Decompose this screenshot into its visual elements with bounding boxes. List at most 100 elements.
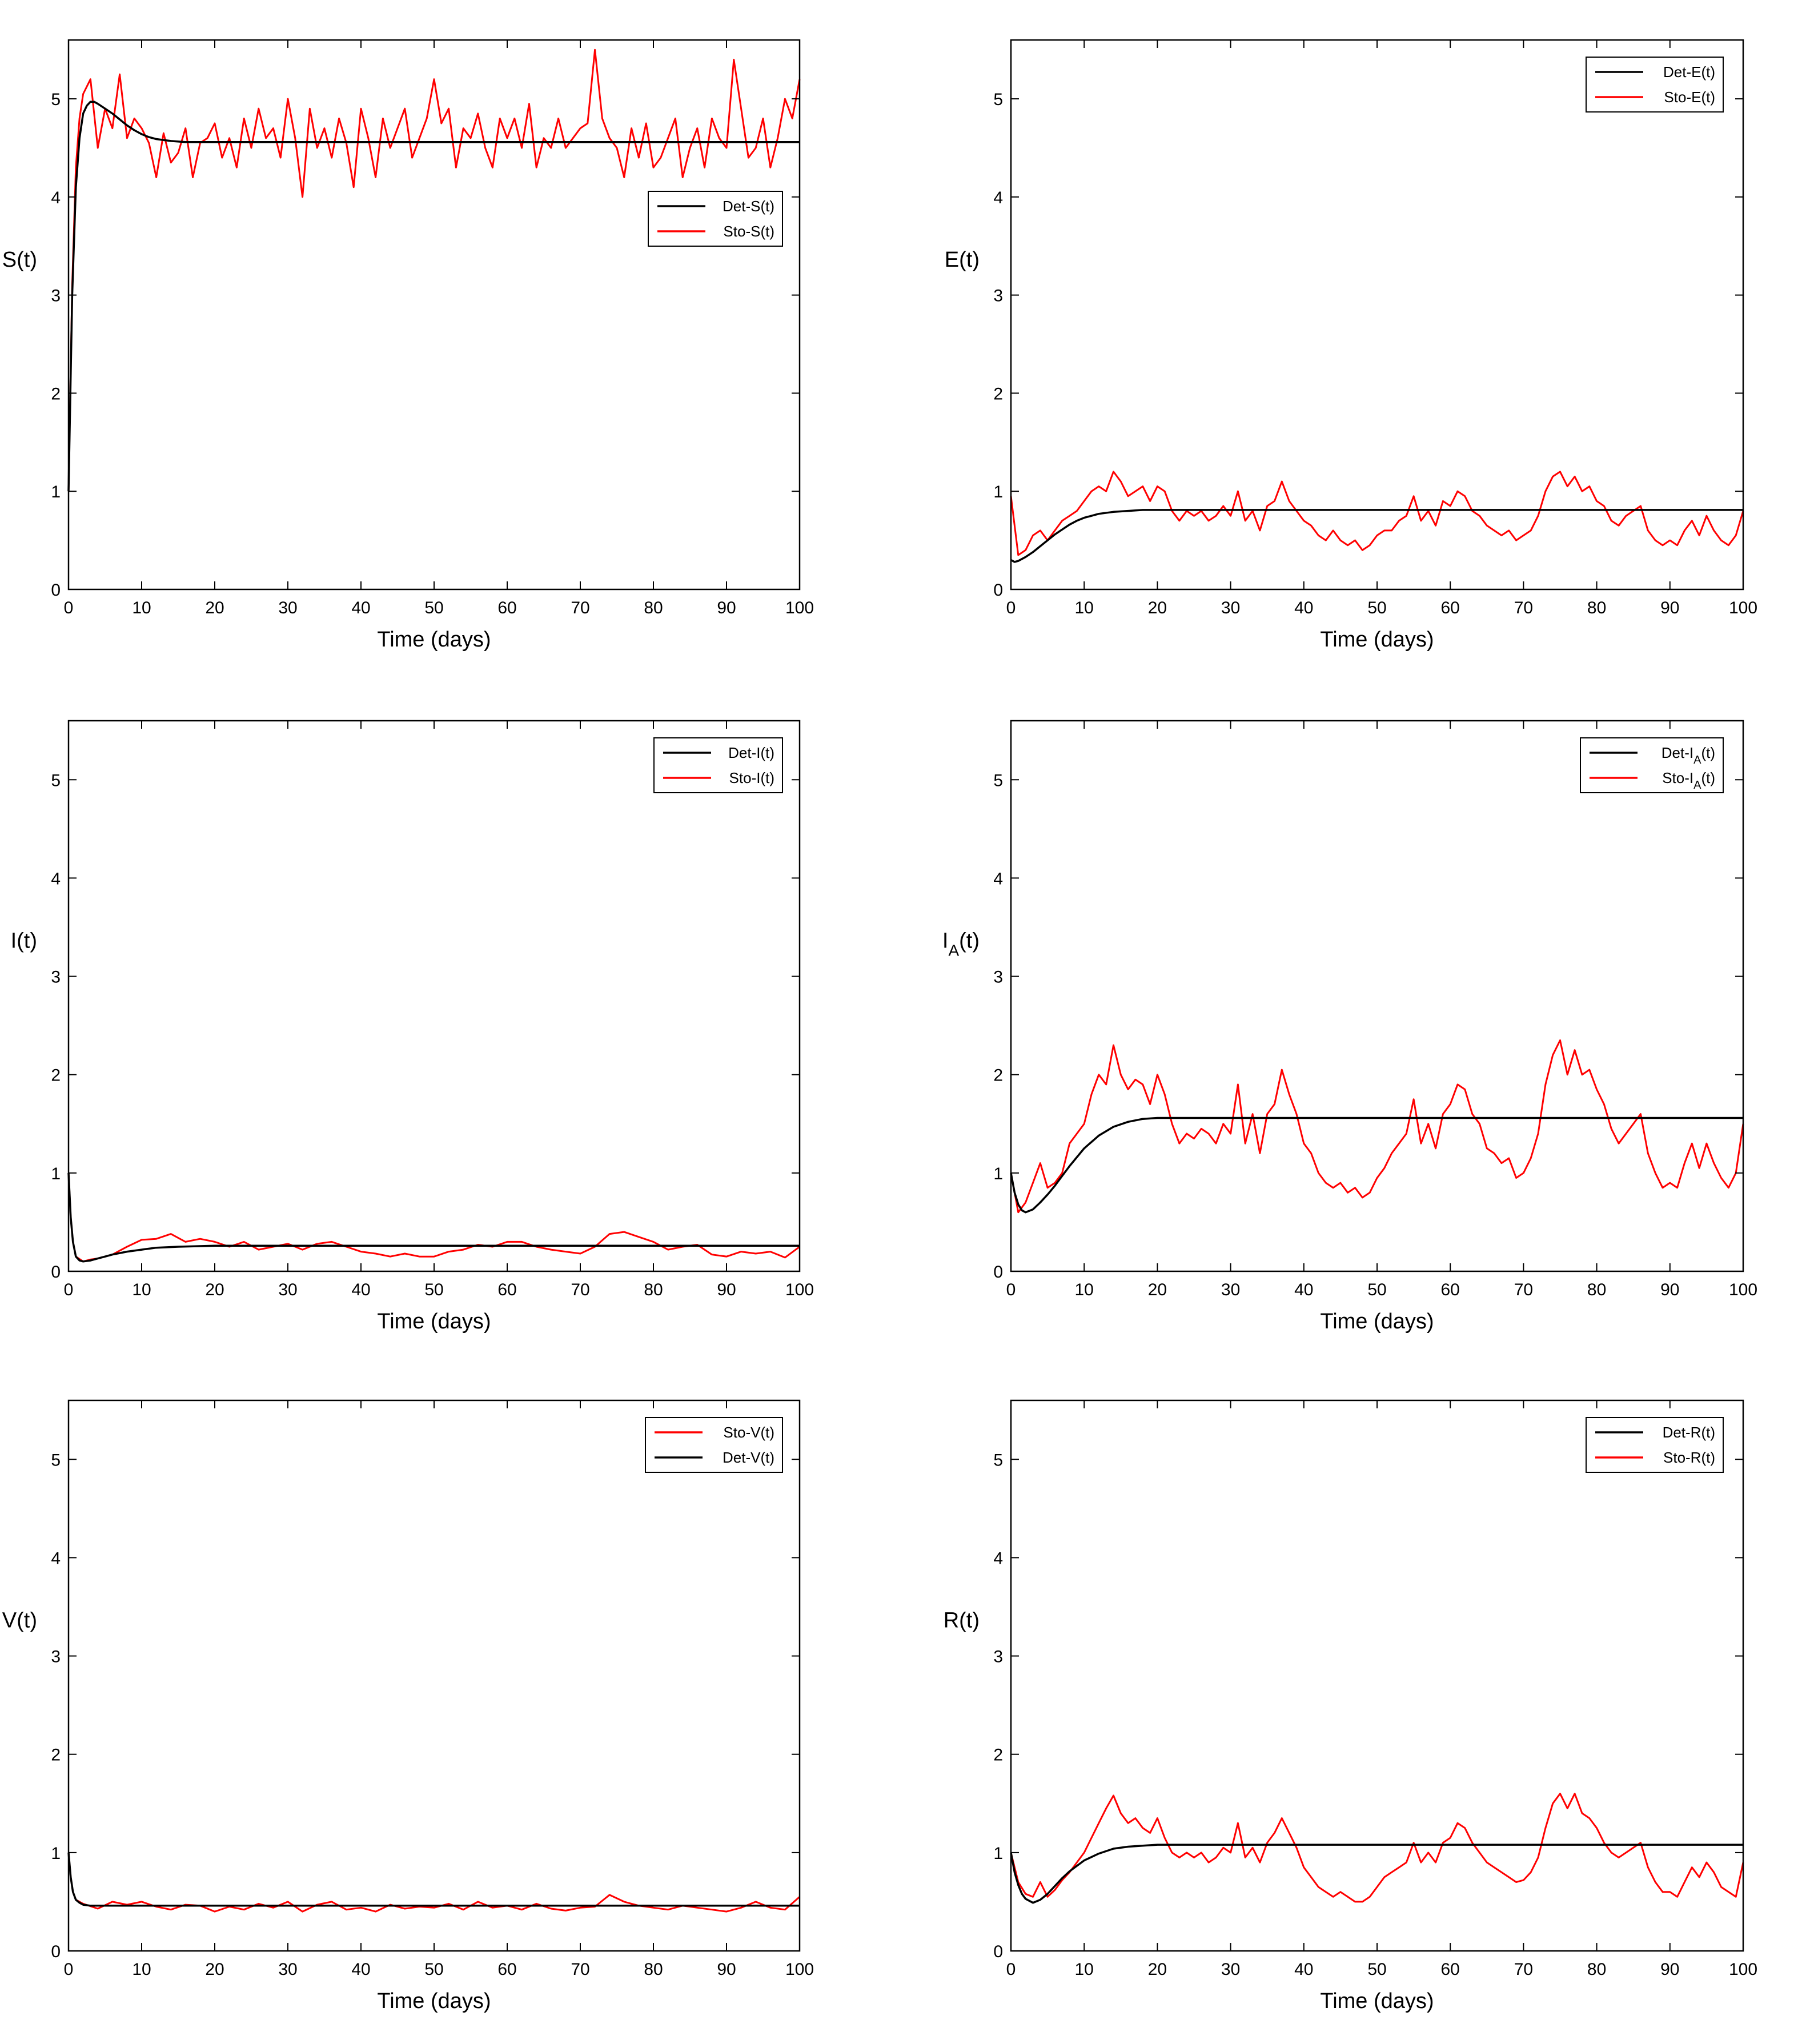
x-tick-label: 20 <box>1148 599 1167 617</box>
x-tick-label: 10 <box>132 599 151 617</box>
x-axis-label: Time (days) <box>1320 1989 1434 2013</box>
series-line-det-S <box>67 101 800 492</box>
legend-label-det: Det-S(t) <box>723 198 774 215</box>
legend-label-det: Det-V(t) <box>723 1449 774 1466</box>
series-line-sto-S <box>67 49 801 492</box>
y-tick-label: 0 <box>51 1263 61 1282</box>
y-tick-label: 5 <box>51 771 61 790</box>
y-tick-label: 2 <box>993 1066 1003 1085</box>
y-tick-label: 1 <box>993 1844 1003 1863</box>
x-tick-label: 40 <box>1294 1960 1313 1979</box>
x-tick-label: 60 <box>497 599 516 617</box>
x-tick-label: 0 <box>64 1280 74 1299</box>
y-tick-label: 5 <box>993 771 1003 790</box>
y-tick-label: 4 <box>993 1549 1003 1568</box>
x-tick-label: 50 <box>1367 599 1386 617</box>
legend-box <box>1586 1417 1724 1473</box>
y-tick-label: 0 <box>51 581 61 600</box>
x-tick-label: 30 <box>278 1280 297 1299</box>
legend: Det-E(t) Sto-E(t) <box>1586 57 1724 113</box>
legend: Det-IA(t) Sto-IA(t) <box>1580 737 1724 793</box>
y-axis-label: IA(t) <box>942 929 980 959</box>
x-tick-label: 100 <box>1729 599 1757 617</box>
x-tick-label: 100 <box>1729 1960 1757 1979</box>
x-tick-label: 80 <box>644 599 663 617</box>
x-tick-label: 70 <box>1514 599 1533 617</box>
x-tick-label: 80 <box>644 1960 663 1979</box>
y-tick-label: 1 <box>993 483 1003 501</box>
legend-label-det: Det-I(t) <box>728 744 774 761</box>
x-tick-label: 80 <box>1587 1960 1606 1979</box>
y-tick-label: 1 <box>993 1164 1003 1183</box>
x-tick-label: 30 <box>1221 599 1240 617</box>
x-tick-label: 30 <box>278 599 297 617</box>
x-tick-label: 100 <box>785 1960 814 1979</box>
legend: Det-S(t) Sto-S(t) <box>648 191 783 247</box>
legend-label-det: Det-IA(t) <box>1661 744 1715 766</box>
y-tick-label: 3 <box>51 968 61 987</box>
x-tick-label: 70 <box>571 599 589 617</box>
series-line-sto-E <box>1010 471 1744 556</box>
x-axis-label: Time (days) <box>1320 628 1434 652</box>
legend-label-sto: Sto-V(t) <box>723 1424 774 1441</box>
x-tick-label: 90 <box>717 599 736 617</box>
x-tick-label: 30 <box>1221 1280 1240 1299</box>
legend-label-sto: Sto-IA(t) <box>1662 769 1715 792</box>
legend: Sto-V(t) Det-V(t) <box>645 1417 783 1473</box>
x-tick-label: 40 <box>351 1280 370 1299</box>
x-tick-label: 20 <box>1148 1960 1167 1979</box>
legend-label-det: Det-E(t) <box>1663 63 1715 81</box>
y-tick-label: 3 <box>51 287 61 306</box>
legend-box <box>645 1417 783 1473</box>
y-tick-label: 0 <box>993 581 1003 600</box>
legend-label-sto: Sto-E(t) <box>1664 89 1715 106</box>
x-tick-label: 0 <box>64 1960 74 1979</box>
y-tick-label: 2 <box>993 384 1003 403</box>
x-tick-label: 40 <box>1294 1280 1313 1299</box>
x-axis-label: Time (days) <box>377 1310 491 1334</box>
y-axis-label: R(t) <box>944 1609 980 1633</box>
series-line-det-V <box>67 1852 800 1907</box>
x-tick-label: 80 <box>1587 599 1606 617</box>
x-tick-label: 10 <box>1075 1280 1094 1299</box>
y-tick-label: 0 <box>51 1942 61 1961</box>
x-tick-label: 20 <box>205 1960 224 1979</box>
x-tick-label: 90 <box>1660 1280 1679 1299</box>
x-tick-label: 50 <box>424 599 443 617</box>
chart-panel-R: 0 10 20 30 40 50 60 70 80 90 100 0 1 2 3 4 5 Time (days) R… <box>944 1399 1757 2013</box>
y-tick-label: 1 <box>51 483 61 501</box>
x-tick-label: 70 <box>1514 1280 1533 1299</box>
x-tick-label: 100 <box>785 599 814 617</box>
y-tick-label: 0 <box>993 1942 1003 1961</box>
y-axis-label: S(t) <box>2 248 37 272</box>
y-tick-label: 5 <box>993 1451 1003 1469</box>
chart-panel-E: 0 10 20 30 40 50 60 70 80 90 100 0 1 2 3 4 5 Time (days) E… <box>945 39 1757 652</box>
x-tick-label: 10 <box>1075 1960 1094 1979</box>
y-tick-label: 3 <box>993 968 1003 987</box>
y-tick-label: 2 <box>51 1066 61 1085</box>
legend: Det-I(t) Sto-I(t) <box>653 737 783 793</box>
y-tick-label: 4 <box>51 869 61 888</box>
series-line-det-E <box>1010 509 1743 563</box>
legend-label-sto: Sto-I(t) <box>729 769 774 786</box>
y-tick-label: 2 <box>51 384 61 403</box>
y-tick-label: 5 <box>993 90 1003 109</box>
x-tick-label: 30 <box>1221 1960 1240 1979</box>
y-axis-label: E(t) <box>945 248 980 272</box>
chart-panel-I: 0 10 20 30 40 50 60 70 80 90 100 0 1 2 3 4 5 Time (days) I… <box>11 720 814 1334</box>
x-axis-label: Time (days) <box>1320 1310 1434 1334</box>
legend-label-det: Det-R(t) <box>1663 1424 1715 1441</box>
x-tick-label: 90 <box>717 1280 736 1299</box>
chart-panel-IA: 0 10 20 30 40 50 60 70 80 90 100 0 1 2 3 4 5 Time (days) I… <box>942 720 1757 1334</box>
x-tick-label: 50 <box>424 1280 443 1299</box>
y-tick-label: 4 <box>51 1549 61 1568</box>
x-tick-label: 60 <box>1441 1280 1460 1299</box>
series-line-sto-I <box>67 1172 800 1263</box>
y-axis-label: V(t) <box>2 1609 37 1633</box>
y-tick-label: 4 <box>993 869 1003 888</box>
x-tick-label: 30 <box>278 1960 297 1979</box>
x-tick-label: 100 <box>1729 1280 1757 1299</box>
x-tick-label: 40 <box>351 1960 370 1979</box>
